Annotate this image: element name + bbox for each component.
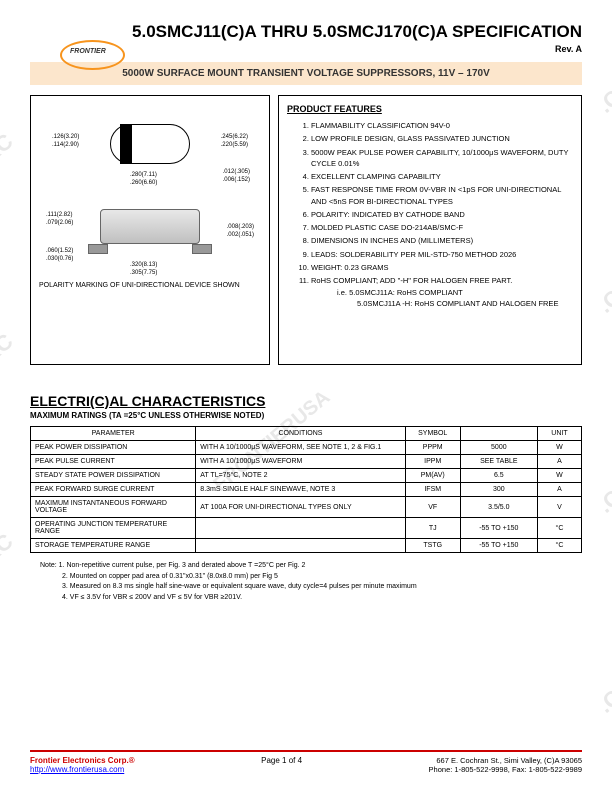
table-row: STORAGE TEMPERATURE RANGETSTG-55 TO +150… [31,539,582,553]
elec-title: ELECTRI(C)AL CHARACTERISTICS [30,393,582,409]
page-number: Page 1 of 4 [261,756,302,774]
table-row: PEAK FORWARD SURGE CURRENT8.3mS SINGLE H… [31,483,582,497]
table-row: STEADY STATE POWER DISSIPATIONAT TL=75°C… [31,469,582,483]
elec-subtitle: MAXIMUM RATINGS (TA =25°C UNLESS OTHERWI… [30,411,582,420]
ratings-table: PARAMETER CONDITIONS SYMBOL UNIT PEAK PO… [30,426,582,553]
company-logo: FRONTIER [60,40,125,72]
page-footer: Frontier Electronics Corp.® http://www.f… [30,750,582,774]
doc-title: 5.0SMCJ11(C)A THRU 5.0SMCJ170(C)A SPECIF… [30,22,582,42]
package-diagram: .126(3.20) .114(2.90) .245(6.22) .220(5.… [30,95,270,365]
features-panel: PRODUCT FEATURES FLAMMABILITY CLASSIFICA… [278,95,582,365]
features-title: PRODUCT FEATURES [287,104,573,114]
notes-block: Note: 1. Non-repetitive current pulse, p… [30,561,582,603]
table-row: OPERATING JUNCTION TEMPERATURE RANGETJ-5… [31,518,582,539]
table-row: MAXIMUM INSTANTANEOUS FORWARD VOLTAGEAT … [31,497,582,518]
polarity-note: POLARITY MARKING OF UNI-DIRECTIONAL DEVI… [39,282,261,289]
logo-brand: FRONTIER [70,48,106,55]
footer-link[interactable]: http://www.frontierusa.com [30,765,135,774]
table-row: PEAK POWER DISSIPATIONWITH A 10/1000μS W… [31,441,582,455]
table-row: PEAK PULSE CURRENTWITH A 10/1000μS WAVEF… [31,455,582,469]
features-list: FLAMMABILITY CLASSIFICATION 94V-0 LOW PR… [287,120,573,286]
